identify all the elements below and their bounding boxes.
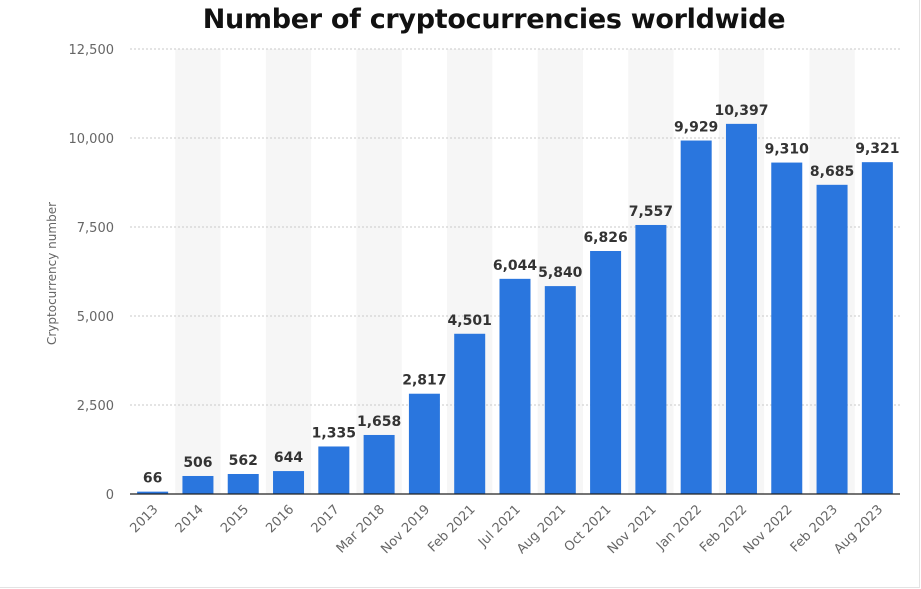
background-band <box>175 49 221 494</box>
data-label: 2,817 <box>402 373 446 389</box>
bar <box>454 333 486 494</box>
x-tick-label: Nov 2019 <box>378 502 433 557</box>
data-label: 1,335 <box>312 425 356 441</box>
x-tick-label: Aug 2021 <box>514 502 569 557</box>
y-tick-label: 10,000 <box>69 132 115 147</box>
x-tick-label: Nov 2021 <box>605 502 660 557</box>
data-label: 5,840 <box>538 265 583 281</box>
y-tick-label: 12,500 <box>69 43 115 58</box>
bar <box>590 250 622 494</box>
x-tick-label: 2016 <box>263 502 297 536</box>
x-tick-label: Nov 2022 <box>741 502 796 557</box>
data-label: 562 <box>229 453 258 469</box>
data-label: 10,397 <box>714 103 768 119</box>
bar <box>273 471 305 494</box>
data-label: 9,310 <box>765 142 810 158</box>
bar <box>544 286 576 494</box>
y-axis-title: Cryptocurrency number <box>45 202 59 345</box>
x-tick-label: 2015 <box>218 502 252 536</box>
y-tick-label: 7,500 <box>77 221 114 236</box>
bar <box>680 140 712 495</box>
bar <box>725 123 757 495</box>
x-tick-label: 2017 <box>309 502 343 536</box>
x-tick-label: Aug 2023 <box>831 502 886 557</box>
data-label: 9,321 <box>855 141 899 157</box>
y-tick-label: 2,500 <box>77 399 114 414</box>
chart-title: Number of cryptocurrencies worldwide <box>202 4 786 35</box>
bar <box>499 278 531 494</box>
x-tick-label: Feb 2021 <box>425 502 478 555</box>
y-tick-label: 0 <box>106 488 114 503</box>
bar <box>363 434 395 494</box>
data-label: 66 <box>143 471 162 487</box>
data-label: 7,557 <box>629 204 673 220</box>
y-tick-label: 5,000 <box>77 310 114 325</box>
background-band <box>356 49 402 494</box>
data-label: 6,826 <box>583 230 627 246</box>
data-label: 4,501 <box>448 313 492 329</box>
bar <box>182 475 214 494</box>
x-tick-label: 2014 <box>173 502 207 536</box>
bar <box>635 224 667 494</box>
x-tick-label: 2013 <box>127 502 161 536</box>
bar <box>137 491 169 494</box>
bar <box>861 162 893 494</box>
bar <box>771 162 803 494</box>
data-label: 9,929 <box>674 120 718 136</box>
bar <box>227 473 259 494</box>
data-label: 644 <box>274 450 303 466</box>
data-label: 1,658 <box>357 414 401 430</box>
data-label: 506 <box>183 455 212 471</box>
bar <box>816 184 848 494</box>
data-label: 6,044 <box>493 258 538 274</box>
background-band <box>265 49 312 494</box>
bar <box>408 393 440 494</box>
data-label: 8,685 <box>810 164 854 180</box>
bar <box>318 446 350 494</box>
